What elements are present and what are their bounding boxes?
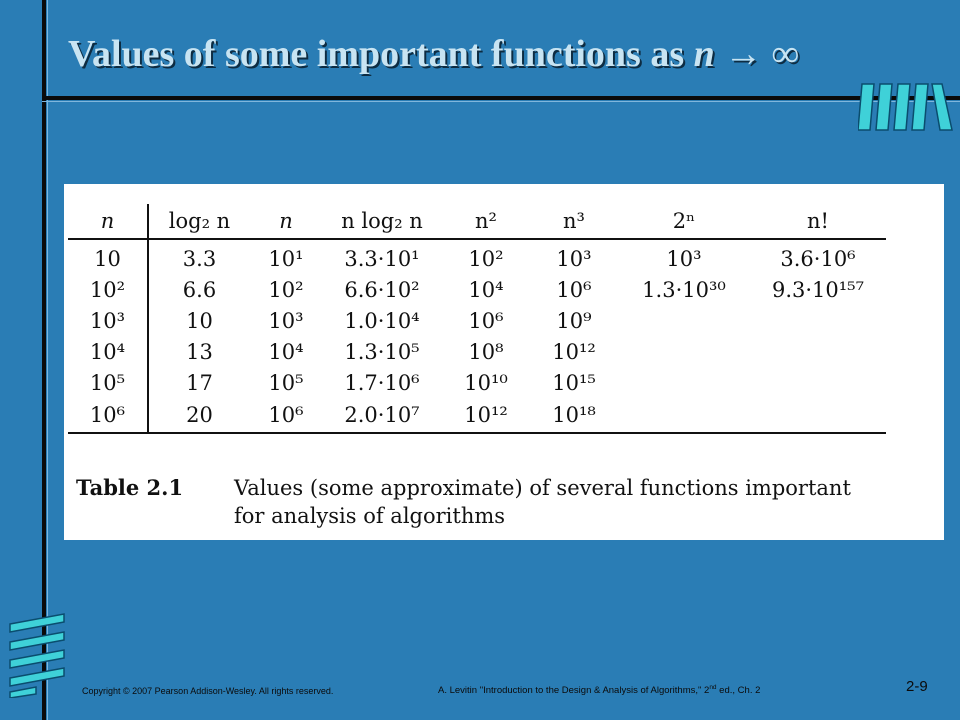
table-cell: 10¹⁵	[552, 370, 596, 395]
table-cell	[750, 367, 886, 398]
table-cell	[618, 305, 750, 336]
column-header: n!	[750, 204, 886, 240]
table-cell: 10⁸	[468, 339, 504, 364]
table-cell: 10³	[666, 246, 702, 271]
table-cell: 10⁴	[68, 336, 149, 367]
table-cell: 1.7·10⁶	[344, 370, 420, 395]
caption-line-1: Values (some approximate) of several fun…	[234, 476, 851, 500]
table-cell: 3.3	[182, 246, 217, 271]
table-cell	[750, 305, 886, 336]
column-header: n	[250, 204, 322, 240]
table-cell: 6.6	[182, 277, 217, 302]
table-row: 10³ 10 10³ 1.0·10⁴ 10⁶ 10⁹	[68, 305, 886, 336]
title-divider-line	[42, 96, 960, 100]
table-cell: 3.6·10⁶	[780, 246, 856, 271]
copyright-notice: Copyright © 2007 Pearson Addison-Wesley.…	[82, 686, 334, 696]
table-cell: 1.3·10³⁰	[642, 277, 726, 302]
table-cell: 10	[68, 239, 149, 274]
table-cell: 10	[186, 308, 213, 333]
table-cell: 10⁶	[556, 277, 592, 302]
table-caption: Table 2.1 Values (some approximate) of se…	[76, 474, 944, 530]
table-cell: 10⁵	[268, 370, 304, 395]
table-cell: 10⁹	[556, 308, 592, 333]
table-row: 10 3.3 10¹ 3.3·10¹ 10² 10³ 10³ 3.6·10⁶	[68, 239, 886, 274]
title-arrow: →	[724, 33, 763, 75]
table-cell: 20	[148, 398, 250, 434]
table-cell	[618, 367, 750, 398]
corner-stripes-icon	[9, 613, 65, 698]
table-cell: 10⁶	[250, 398, 322, 434]
column-header: n	[68, 204, 149, 240]
table-cell: 10²	[68, 274, 149, 305]
table-cell: 10³	[68, 305, 149, 336]
column-header: log₂ n	[148, 204, 250, 240]
table-cell: 10¹²	[442, 398, 530, 434]
table-cell: 10²	[268, 277, 304, 302]
table-row: 10⁶ 20 10⁶ 2.0·10⁷ 10¹² 10¹⁸	[68, 398, 886, 434]
citation-text: A. Levitin "Introduction to the Design &…	[438, 685, 710, 697]
table-cell: 10³	[556, 246, 592, 271]
table-cell: 9.3·10¹⁵⁷	[771, 277, 865, 302]
left-divider-highlight	[47, 0, 48, 720]
table-cell: 10¹²	[552, 339, 596, 364]
column-header: n³	[530, 204, 618, 240]
table-cell: 17	[186, 370, 213, 395]
table-cell: 10⁴	[468, 277, 504, 302]
column-header: 2ⁿ	[618, 204, 750, 240]
table-cell: 1.0·10⁴	[344, 308, 420, 333]
caption-line-2: for analysis of algorithms	[234, 504, 506, 528]
table-cell: 10²	[468, 246, 504, 271]
table-cell: 3.3·10¹	[344, 246, 420, 271]
table-cell	[750, 336, 886, 367]
table-figure: n log₂ n n n log₂ n n² n³ 2ⁿ n! 10 3.3 1…	[64, 184, 944, 540]
title-divider-highlight	[42, 101, 960, 102]
column-header: n log₂ n	[322, 204, 442, 240]
citation-tail: ed., Ch. 2	[716, 685, 761, 697]
title-variable: n	[693, 33, 715, 75]
table-header-row: n log₂ n n n log₂ n n² n³ 2ⁿ n!	[68, 204, 886, 240]
slide-title: Values of some important functions as n …	[68, 32, 928, 76]
table-cell: 10³	[268, 308, 304, 333]
table-cell: 13	[186, 339, 213, 364]
table-row: 10⁵ 17 10⁵ 1.7·10⁶ 10¹⁰ 10¹⁵	[68, 367, 886, 398]
table-row: 10² 6.6 10² 6.6·10² 10⁴ 10⁶ 1.3·10³⁰ 9.3…	[68, 274, 886, 305]
title-text: Values of some important functions as	[68, 33, 694, 75]
table-cell: 1.3·10⁵	[344, 339, 420, 364]
table-cell: 2.0·10⁷	[322, 398, 442, 434]
table-cell	[618, 398, 750, 434]
book-citation: A. Levitin "Introduction to the Design &…	[438, 684, 760, 696]
left-divider-line	[42, 0, 46, 720]
functions-table: n log₂ n n n log₂ n n² n³ 2ⁿ n! 10 3.3 1…	[68, 204, 886, 434]
table-cell: 10⁴	[268, 339, 304, 364]
caption-label: Table 2.1	[76, 475, 184, 500]
title-infinity: ∞	[771, 33, 799, 75]
citation-superscript: nd	[709, 684, 717, 691]
table-cell: 10¹	[268, 246, 304, 271]
table-cell: 6.6·10²	[344, 277, 420, 302]
page-number: 2-9	[906, 678, 928, 695]
table-cell	[618, 336, 750, 367]
table-cell: 10¹⁰	[464, 370, 508, 395]
table-row: 10⁴ 13 10⁴ 1.3·10⁵ 10⁸ 10¹²	[68, 336, 886, 367]
table-cell: 10⁶	[468, 308, 504, 333]
table-cell: 10¹⁸	[530, 398, 618, 434]
table-cell	[750, 398, 886, 434]
table-cell: 10⁵	[68, 367, 149, 398]
stripes-logo-icon	[858, 83, 953, 131]
column-header: n²	[442, 204, 530, 240]
table-cell: 10⁶	[68, 398, 149, 434]
